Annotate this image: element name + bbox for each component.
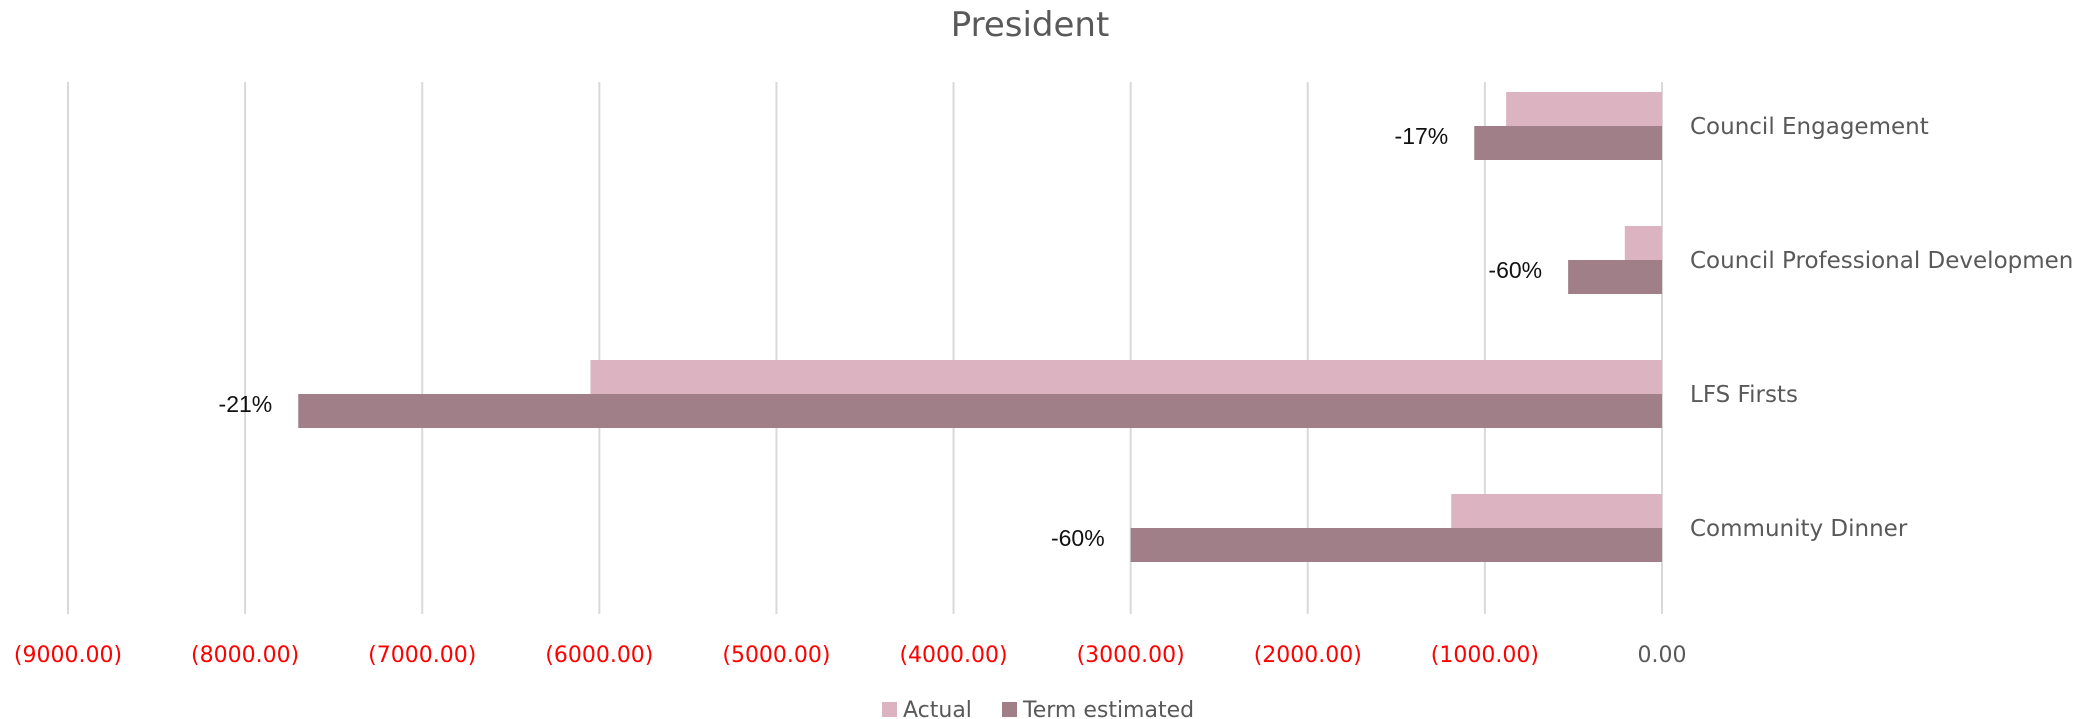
- x-tick-label: (6000.00): [545, 643, 653, 668]
- bar-term-estimated: [1130, 528, 1662, 562]
- category-labels: Council Engagement Council Professional D…: [1690, 114, 2074, 542]
- bar-term-estimated: [1568, 260, 1662, 294]
- legend-label-actual: Actual: [903, 698, 972, 719]
- bars: [298, 92, 1663, 562]
- bar-term-estimated: [298, 394, 1663, 428]
- bar-actual: [1624, 226, 1662, 260]
- data-label: -21%: [219, 391, 273, 417]
- x-tick-label: 0.00: [1638, 643, 1687, 668]
- x-tick-label: (2000.00): [1254, 643, 1362, 668]
- x-tick-label: (4000.00): [899, 643, 1007, 668]
- bar-actual: [1451, 494, 1662, 528]
- category-label: LFS Firsts: [1690, 382, 1798, 408]
- category-label: Community Dinner: [1690, 516, 1908, 542]
- legend-swatch-term-estimated: [1002, 702, 1017, 717]
- legend: Actual Term estimated: [882, 698, 1194, 719]
- x-tick-label: (3000.00): [1077, 643, 1185, 668]
- x-tick-label: (9000.00): [14, 643, 122, 668]
- legend-swatch-actual: [882, 702, 897, 717]
- chart-title: President: [951, 5, 1110, 45]
- bar-actual: [590, 360, 1662, 394]
- legend-label-term-estimated: Term estimated: [1022, 698, 1194, 719]
- data-label: -60%: [1051, 525, 1105, 551]
- data-labels: -17% -60% -21% -60%: [219, 123, 1543, 551]
- bar-term-estimated: [1474, 126, 1662, 160]
- data-label: -60%: [1488, 257, 1542, 283]
- category-label: Council Engagement: [1690, 114, 1929, 140]
- category-label: Council Professional Development: [1690, 248, 2074, 274]
- x-tick-label: (8000.00): [191, 643, 299, 668]
- data-label: -17%: [1395, 123, 1449, 149]
- x-axis-ticks: (9000.00) (8000.00) (7000.00) (6000.00) (500…: [14, 643, 1687, 668]
- x-tick-label: (5000.00): [722, 643, 830, 668]
- bar-actual: [1506, 92, 1662, 126]
- x-tick-label: (1000.00): [1431, 643, 1539, 668]
- x-tick-label: (7000.00): [368, 643, 476, 668]
